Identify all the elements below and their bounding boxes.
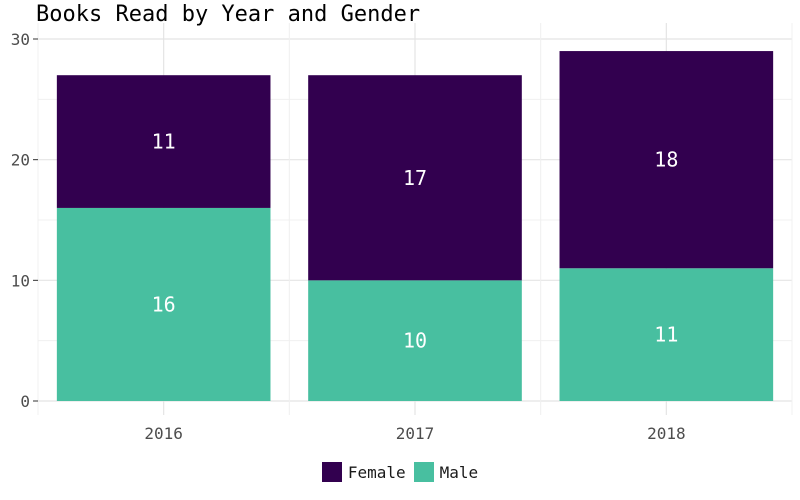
axis-ticks: 0 10 20 30 2016 2017 2018	[11, 30, 686, 443]
bar-value-label: 18	[654, 148, 678, 172]
y-tick-label: 0	[20, 392, 30, 411]
y-tick-label: 30	[11, 30, 30, 49]
bar-value-label: 10	[403, 329, 427, 353]
legend-label: Male	[439, 462, 479, 482]
bar-female-2018	[559, 51, 774, 269]
legend-item-female: Female	[321, 462, 406, 482]
legend-swatch	[321, 462, 342, 482]
legend-item-male: Male	[413, 462, 479, 482]
y-tick-label: 20	[11, 151, 30, 170]
legend: Female Male	[0, 462, 800, 482]
bars	[56, 51, 774, 401]
chart-title: Books Read by Year and Gender	[36, 2, 421, 27]
bar-female-2016	[56, 75, 271, 208]
legend-label: Female	[347, 462, 406, 482]
bar-value-label: 11	[654, 323, 678, 347]
x-tick-label: 2017	[396, 424, 435, 443]
bar-value-label: 17	[403, 166, 427, 190]
bar-male-2016	[56, 207, 271, 401]
bar-value-labels: 16 11 10 17 11 18	[152, 130, 679, 353]
x-tick-label: 2016	[144, 424, 183, 443]
legend-swatch	[413, 462, 434, 482]
bar-male-2018	[559, 268, 774, 401]
bar-male-2017	[308, 280, 522, 401]
bar-value-label: 16	[152, 292, 176, 316]
bar-female-2017	[308, 75, 522, 281]
y-tick-label: 10	[11, 271, 30, 290]
bar-value-label: 11	[152, 130, 176, 154]
x-tick-label: 2018	[647, 424, 686, 443]
